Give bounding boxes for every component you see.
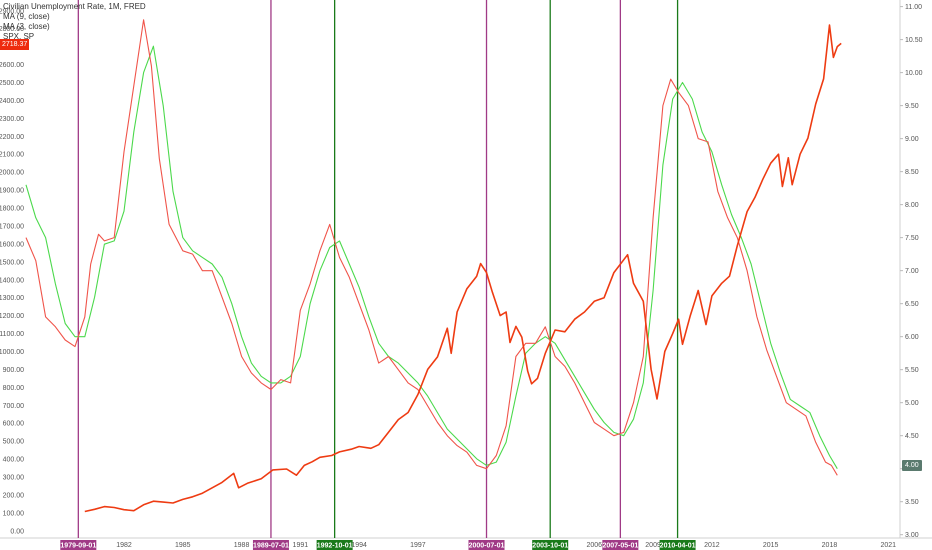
spx-last-price-badge: 2718.37 [0, 39, 30, 50]
left-tick-label: 1400.00 [0, 277, 24, 284]
event-date-label: 2003-10-01 [532, 543, 568, 550]
event-date-label: 1979-09-01 [60, 543, 96, 550]
time-tick-label: 2012 [704, 542, 720, 549]
time-tick-label: 1988 [234, 542, 250, 549]
left-tick-label: 1200.00 [0, 313, 24, 320]
time-tick-label: 1985 [175, 542, 191, 549]
left-tick-label: 300.00 [3, 475, 25, 482]
left-tick-label: 100.00 [3, 510, 25, 517]
event-label-box [659, 540, 696, 550]
left-tick-label: 2800.00 [0, 26, 24, 33]
time-tick-label: 1991 [293, 542, 309, 549]
left-tick-label: 0.00 [10, 528, 24, 535]
legend-spx[interactable]: SPX, SP [3, 32, 35, 41]
right-tick-label: 10.50 [905, 37, 923, 44]
time-tick-label: 2018 [822, 542, 838, 549]
left-tick-label: 2200.00 [0, 134, 24, 141]
left-tick-label: 2500.00 [0, 80, 24, 87]
left-tick-label: 400.00 [3, 457, 25, 464]
right-tick-label: 5.50 [905, 367, 919, 374]
right-tick-label: 8.00 [905, 202, 919, 209]
right-tick-label: 7.00 [905, 268, 919, 275]
legend-ma3[interactable]: MA (3, close) [3, 22, 50, 31]
event-label-box [532, 540, 569, 550]
left-tick-label: 1300.00 [0, 295, 24, 302]
time-axis: 1982 1985 1988 1991 1994 1997 2006 2009 2012 2015… [60, 540, 896, 550]
unemployment-last-value-badge: 4.00 [902, 460, 922, 471]
right-tick-label: 10.00 [905, 70, 923, 77]
left-tick-label: 2900.00 [0, 8, 24, 15]
event-date-label: 1989-07-01 [253, 543, 289, 550]
left-tick-label: 2100.00 [0, 152, 24, 159]
left-tick-label: 1900.00 [0, 188, 24, 195]
series-line-civilian-unemployment-rate-1m-fred [25, 19, 838, 476]
time-tick-label: 2021 [880, 542, 896, 549]
right-tick-label: 6.50 [905, 301, 919, 308]
left-tick-label: 900.00 [3, 367, 25, 374]
right-tick-label: 4.50 [905, 433, 919, 440]
left-tick-label: 500.00 [3, 439, 25, 446]
right-tick-label: 8.50 [905, 169, 919, 176]
left-tick-label: 1100.00 [0, 331, 24, 338]
left-tick-label: 1800.00 [0, 206, 24, 213]
left-tick-label: 1000.00 [0, 349, 24, 356]
event-label-box [60, 540, 97, 550]
event-label-box [602, 540, 639, 550]
recession-markers [77, 0, 679, 538]
legend-ma9[interactable]: MA (9, close) [3, 12, 50, 21]
event-label-box [252, 540, 289, 550]
right-tick-label: 9.00 [905, 136, 919, 143]
right-tick-label: 7.50 [905, 235, 919, 242]
left-tick-label: 2300.00 [0, 116, 24, 123]
event-label-box [468, 540, 505, 550]
legend-title[interactable]: Civilian Unemployment Rate, 1M, FRED [3, 2, 146, 11]
event-date-label: 2007-05-01 [602, 543, 638, 550]
left-tick-label: 800.00 [3, 385, 25, 392]
left-tick-label: 2600.00 [0, 62, 24, 69]
right-price-axis: 3.00 3.50 4.00 4.50 5.00 5.50 6.00 6.50 7.00 7.50… [900, 4, 923, 539]
left-tick-label: 2000.00 [0, 170, 24, 177]
right-tick-label: 3.50 [905, 499, 919, 506]
right-tick-label: 11.00 [905, 4, 922, 11]
time-tick-label: 1994 [351, 542, 367, 549]
left-price-axis: 0.00 100.00 200.00 300.00 400.00 500.00 600.00… [0, 8, 24, 535]
time-tick-label: 2006 [587, 542, 603, 549]
left-tick-label: 1700.00 [0, 223, 24, 230]
left-tick-label: 600.00 [3, 421, 25, 428]
series-line-ma-9-close- [25, 45, 838, 469]
right-tick-label: 6.00 [905, 334, 919, 341]
series-line-spx-sp [84, 24, 842, 513]
time-tick-label: 1982 [116, 542, 132, 549]
left-tick-label: 2400.00 [0, 98, 24, 105]
chart-legend: Civilian Unemployment Rate, 1M, FRED MA … [3, 2, 146, 42]
time-tick-label: 2009 [645, 542, 661, 549]
event-label-box [316, 540, 353, 550]
event-date-label: 2010-04-01 [660, 543, 696, 550]
right-tick-label: 9.50 [905, 103, 919, 110]
left-tick-label: 1600.00 [0, 241, 24, 248]
time-tick-label: 2015 [763, 542, 779, 549]
time-tick-label: 1997 [410, 542, 426, 549]
left-tick-label: 200.00 [3, 492, 25, 499]
series-lines [25, 19, 842, 513]
left-tick-label: 1500.00 [0, 259, 24, 266]
event-date-label: 1992-10-01 [317, 543, 353, 550]
left-tick-label: 700.00 [3, 403, 25, 410]
event-date-label: 2000-07-01 [469, 543, 505, 550]
right-tick-label: 3.00 [905, 532, 919, 539]
right-tick-label: 5.00 [905, 400, 919, 407]
